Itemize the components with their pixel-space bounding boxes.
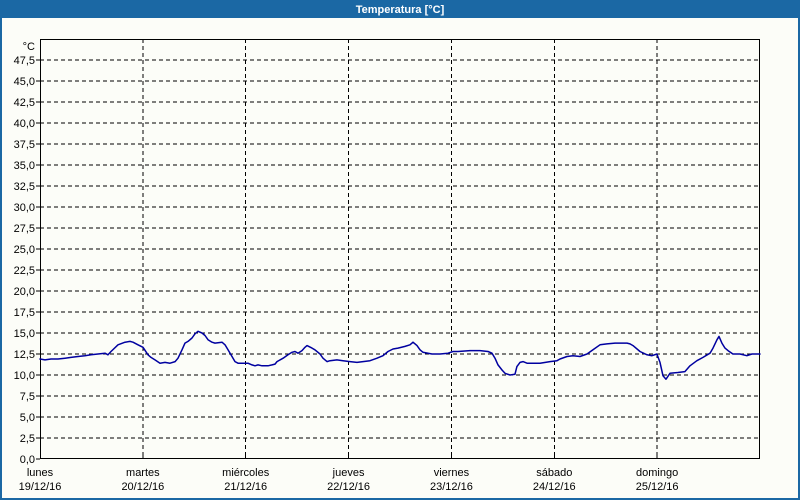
y-tick-label: 0,0 (20, 454, 35, 466)
x-day-label: martes (126, 467, 160, 479)
x-date-label: 25/12/16 (636, 481, 679, 493)
y-tick-label: 17,5 (14, 307, 35, 319)
y-tick-label: 45,0 (14, 76, 35, 88)
x-date-label: 23/12/16 (430, 481, 473, 493)
y-tick-label: 35,0 (14, 160, 35, 172)
y-tick-label: 25,0 (14, 244, 35, 256)
x-day-label: jueves (332, 467, 365, 479)
x-day-label: miércoles (222, 467, 270, 479)
x-date-label: 22/12/16 (327, 481, 370, 493)
y-tick-label: 2,5 (20, 433, 35, 445)
temperature-line (39, 330, 761, 380)
x-date-label: 24/12/16 (533, 481, 576, 493)
axis-ticks (36, 59, 658, 460)
x-day-label: lunes (27, 467, 54, 479)
x-day-label: viernes (434, 467, 470, 479)
x-date-label: 21/12/16 (224, 481, 267, 493)
y-tick-label: 47,5 (14, 55, 35, 67)
y-tick-label: 22,5 (14, 265, 35, 277)
y-tick-label: 15,0 (14, 328, 35, 340)
chart-title-bar: Temperatura [°C] (2, 2, 798, 18)
temperature-chart: 47,5 45,0 42,5 40,0 37,5 35,0 32,5 30,0 27,5 25,0… (14, 39, 761, 493)
y-tick-label: 7,5 (20, 391, 35, 403)
y-axis-unit-label: °C (23, 41, 35, 53)
x-date-label: 20/12/16 (121, 481, 164, 493)
temperature-series (39, 330, 761, 380)
y-tick-label: 12,5 (14, 349, 35, 361)
y-tick-label: 42,5 (14, 97, 35, 109)
y-axis-labels: 47,5 45,0 42,5 40,0 37,5 35,0 32,5 30,0 27,5 25,0… (14, 41, 35, 466)
gridlines (40, 39, 760, 459)
y-tick-label: 10,0 (14, 370, 35, 382)
x-date-label: 19/12/16 (19, 481, 62, 493)
y-tick-label: 27,5 (14, 223, 35, 235)
x-axis-labels: lunes 19/12/16 martes 20/12/16 miércoles 21/1… (19, 467, 679, 493)
y-tick-label: 37,5 (14, 139, 35, 151)
plot-frame (40, 39, 760, 459)
y-tick-label: 20,0 (14, 286, 35, 298)
x-day-label: sábado (536, 467, 572, 479)
y-tick-label: 32,5 (14, 181, 35, 193)
y-tick-label: 5,0 (20, 412, 35, 424)
chart-area: 47,5 45,0 42,5 40,0 37,5 35,0 32,5 30,0 27,5 25,0… (2, 18, 798, 498)
x-day-label: domingo (636, 467, 678, 479)
y-tick-label: 30,0 (14, 202, 35, 214)
y-tick-label: 40,0 (14, 118, 35, 130)
chart-title: Temperatura [°C] (355, 4, 445, 16)
